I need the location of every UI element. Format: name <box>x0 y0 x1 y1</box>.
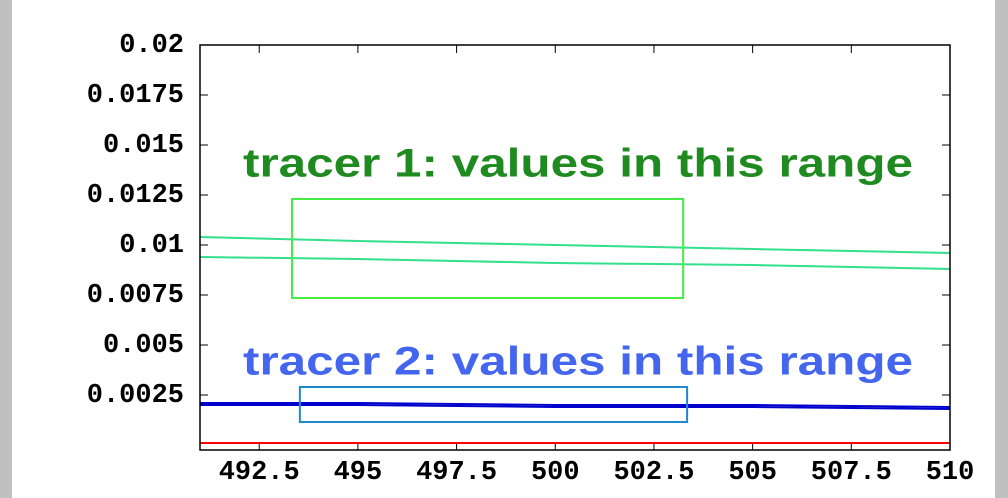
y-tick-label: 0.015 <box>103 131 184 161</box>
plot-frame <box>199 44 951 451</box>
x-tick-label: 505 <box>728 458 777 488</box>
x-tick-label: 510 <box>926 458 975 488</box>
y-tick-label: 0.02 <box>119 31 184 61</box>
y-tick-label: 0.0125 <box>87 181 184 211</box>
y-tick-label: 0.01 <box>119 231 184 261</box>
series-line <box>200 404 951 410</box>
range-box <box>290 198 685 299</box>
plot-background <box>12 0 995 498</box>
x-tick-label: 492.5 <box>219 458 300 488</box>
range-box <box>298 386 689 423</box>
x-tick-label: 502.5 <box>613 458 694 488</box>
annotation: tracer 2: values in this range <box>243 340 913 384</box>
series-line <box>199 236 951 254</box>
x-tick-label: 500 <box>531 458 580 488</box>
x-tick-label: 497.5 <box>416 458 497 488</box>
series-line <box>199 256 951 270</box>
series-line <box>200 402 951 408</box>
x-tick-label: 495 <box>334 458 383 488</box>
y-tick-label: 0.0175 <box>87 81 184 111</box>
y-tick-label: 0.0025 <box>87 381 184 411</box>
y-tick-label: 0.0075 <box>87 281 184 311</box>
x-tick-label: 507.5 <box>811 458 892 488</box>
y-tick-label: 0.005 <box>103 331 184 361</box>
annotation: tracer 1: values in this range <box>243 142 913 186</box>
